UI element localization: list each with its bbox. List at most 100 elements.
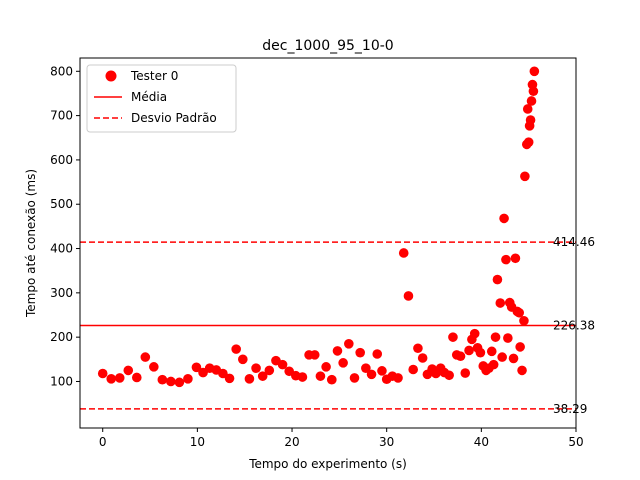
reference-label-mean: 226.38 (553, 318, 595, 332)
data-point (377, 366, 387, 376)
data-points (97, 66, 540, 388)
y-tick-label: 100 (50, 374, 73, 388)
data-point (492, 274, 503, 285)
data-point (519, 315, 529, 326)
data-point (251, 363, 261, 373)
data-point (332, 346, 343, 356)
data-point (517, 365, 527, 376)
x-tick-label: 50 (568, 435, 583, 449)
y-tick-label: 400 (50, 242, 73, 256)
reference-label-lower: 38.29 (553, 402, 587, 416)
data-point (398, 248, 409, 258)
data-point (495, 298, 506, 308)
data-point (522, 104, 533, 114)
data-point (338, 358, 348, 368)
data-point (140, 352, 151, 362)
legend: Tester 0 Média Desvio Padrão (86, 64, 237, 133)
data-point (455, 351, 466, 362)
data-point (309, 350, 320, 360)
x-tick-label: 20 (284, 435, 299, 449)
x-tick-label: 40 (474, 435, 489, 449)
legend-marker-tester (105, 70, 117, 82)
y-tick-label: 500 (50, 197, 73, 211)
data-point (321, 362, 331, 372)
data-point (224, 373, 235, 384)
data-point (183, 374, 193, 384)
data-point (344, 339, 354, 349)
data-point (515, 342, 525, 352)
data-point (501, 254, 511, 265)
data-point (166, 376, 176, 387)
data-point (366, 369, 377, 380)
y-tick-label: 200 (50, 330, 73, 344)
x-tick-label: 0 (99, 435, 107, 449)
data-point (244, 374, 255, 384)
data-point (503, 333, 513, 343)
reference-label-upper: 414.46 (553, 235, 595, 249)
x-tick-label: 10 (190, 435, 205, 449)
data-point (264, 365, 275, 376)
data-point (464, 345, 474, 356)
data-point (526, 96, 537, 106)
x-axis-label: Tempo do experimento (s) (248, 457, 407, 471)
data-point (315, 371, 326, 381)
data-point (361, 363, 371, 373)
data-point (529, 66, 540, 77)
data-point (497, 352, 507, 362)
data-point (349, 373, 360, 383)
plot-frame (79, 57, 577, 429)
y-axis-label: Tempo até conexão (ms) (24, 169, 38, 318)
legend-box (86, 64, 237, 133)
data-point (277, 359, 288, 370)
data-point (297, 372, 308, 382)
data-point (355, 347, 365, 358)
data-point (460, 368, 471, 378)
data-point (413, 343, 423, 354)
data-point (525, 115, 536, 125)
data-point (97, 368, 108, 379)
data-point (238, 354, 248, 365)
data-point (475, 347, 486, 358)
y-tick-label: 600 (50, 153, 73, 167)
data-point (114, 373, 125, 383)
data-point (257, 371, 268, 381)
data-point (499, 213, 509, 224)
reference-lines (80, 241, 576, 410)
data-point (514, 307, 525, 318)
data-point (149, 362, 159, 372)
legend-label-std: Desvio Padrão (131, 111, 217, 125)
x-tick-label: 30 (379, 435, 394, 449)
data-point (131, 372, 142, 383)
legend-label-tester: Tester 0 (130, 69, 178, 83)
data-point (403, 291, 414, 301)
data-point (408, 364, 418, 375)
data-point (508, 353, 519, 364)
y-axis-ticks: 100 200 300 400 500 600 700 800 (50, 64, 80, 388)
chart-title: dec_1000_95_10-0 (262, 38, 393, 54)
data-point (218, 368, 228, 379)
data-point (372, 349, 383, 359)
y-tick-label: 800 (50, 64, 73, 78)
data-point (448, 332, 458, 342)
data-point (490, 332, 501, 342)
x-axis-ticks: 0 10 20 30 40 50 (99, 428, 584, 449)
y-tick-label: 300 (50, 286, 73, 300)
data-point (444, 370, 454, 381)
data-point (417, 353, 428, 363)
data-point (486, 346, 497, 357)
data-point (106, 374, 117, 384)
data-point (523, 137, 534, 147)
legend-label-mean: Média (131, 90, 167, 104)
data-point (326, 374, 337, 385)
data-point (174, 377, 185, 388)
reference-line-labels: 414.46 226.38 38.29 (553, 235, 595, 416)
y-tick-label: 700 (50, 109, 73, 123)
data-point (123, 365, 134, 376)
data-point (510, 253, 521, 264)
data-point (393, 373, 403, 383)
data-point (488, 359, 499, 370)
data-point (520, 171, 530, 182)
data-point (231, 344, 241, 354)
data-point (157, 374, 168, 385)
